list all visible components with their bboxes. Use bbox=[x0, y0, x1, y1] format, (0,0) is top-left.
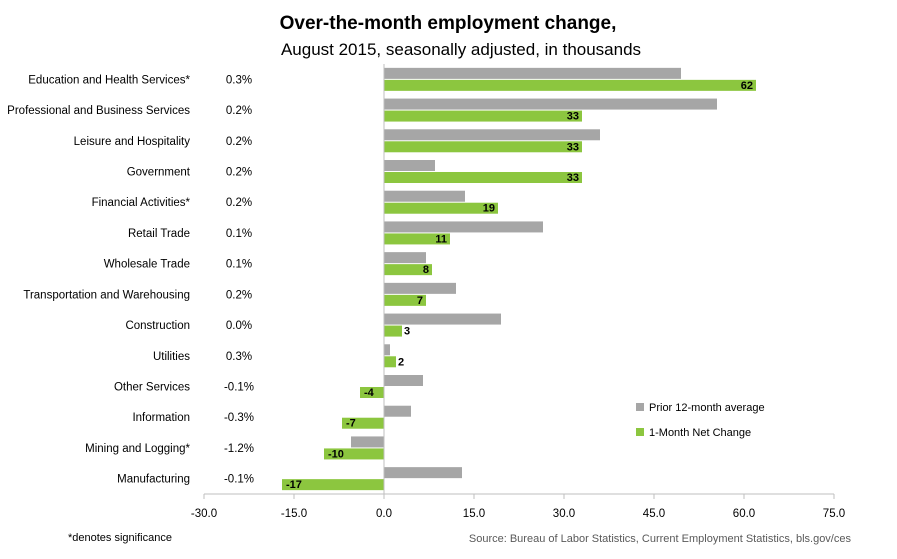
x-tick-label: 0.0 bbox=[376, 508, 392, 520]
percent-change-label: 0.0% bbox=[226, 320, 252, 332]
bar-1-month-net-change bbox=[384, 264, 432, 276]
data-label: 33 bbox=[567, 172, 579, 184]
bar-1-month-net-change bbox=[342, 417, 384, 429]
bar-1-month-net-change bbox=[384, 110, 582, 122]
bar-1-month-net-change bbox=[384, 172, 582, 183]
data-label: 7 bbox=[417, 295, 423, 307]
x-tick-label: 75.0 bbox=[823, 508, 845, 520]
bar-prior-12-month-average bbox=[384, 313, 501, 325]
bar-prior-12-month-average bbox=[384, 129, 600, 141]
x-tick-label: 45.0 bbox=[643, 508, 665, 520]
category-label: Professional and Business Services bbox=[7, 105, 190, 117]
percent-change-labels: 0.3% 0.2% 0.2% 0.2% 0.2% 0.1% 0.1% 0.2% 0.0% 0.3%… bbox=[224, 74, 254, 485]
x-tick-label: 60.0 bbox=[733, 508, 755, 520]
legend: Prior 12-month average 1-Month Net Change bbox=[636, 402, 765, 439]
x-tick-label: 30.0 bbox=[553, 508, 575, 520]
bar-prior-12-month-average bbox=[384, 405, 411, 417]
category-label: Leisure and Hospitality bbox=[74, 136, 191, 148]
footnote: *denotes significance bbox=[68, 532, 172, 544]
source-note: Source: Bureau of Labor Statistics, Curr… bbox=[469, 533, 852, 545]
percent-change-label: -0.1% bbox=[224, 382, 254, 394]
bar-1-month-net-change bbox=[384, 233, 450, 245]
percent-change-label: 0.1% bbox=[226, 259, 252, 271]
x-axis: -30.0 -15.0 0.0 15.0 30.0 45.0 60.0 75.0 bbox=[191, 64, 845, 520]
category-label: Other Services bbox=[114, 382, 190, 394]
percent-change-label: 0.1% bbox=[226, 228, 252, 240]
bar-prior-12-month-average bbox=[384, 282, 456, 294]
bar-prior-12-month-average bbox=[384, 98, 717, 110]
category-label: Mining and Logging* bbox=[85, 443, 190, 455]
data-label: 3 bbox=[404, 326, 410, 338]
bar-prior-12-month-average bbox=[384, 375, 423, 386]
bar-prior-12-month-average bbox=[384, 190, 465, 202]
data-label: 33 bbox=[567, 141, 579, 153]
bar-1-month-net-change bbox=[384, 202, 498, 214]
percent-change-label: -1.2% bbox=[224, 443, 254, 455]
category-label: Manufacturing bbox=[117, 474, 190, 486]
x-tick-label: -15.0 bbox=[281, 508, 307, 520]
percent-change-label: 0.2% bbox=[226, 167, 252, 179]
category-label: Transportation and Warehousing bbox=[23, 289, 190, 301]
percent-change-label: 0.3% bbox=[226, 74, 252, 86]
category-label: Construction bbox=[125, 320, 190, 332]
category-label: Education and Health Services* bbox=[28, 74, 190, 86]
bar-prior-12-month-average bbox=[351, 436, 384, 448]
bar-1-month-net-change bbox=[384, 79, 756, 91]
bar-prior-12-month-average bbox=[384, 160, 435, 171]
percent-change-label: 0.2% bbox=[226, 197, 252, 209]
category-label: Wholesale Trade bbox=[104, 259, 190, 271]
x-tick-label: -30.0 bbox=[191, 508, 217, 520]
percent-change-label: 0.3% bbox=[226, 351, 252, 363]
bar-1-month-net-change bbox=[384, 356, 396, 368]
category-label: Financial Activities* bbox=[92, 197, 191, 209]
percent-change-label: -0.3% bbox=[224, 412, 254, 424]
percent-change-label: 0.2% bbox=[226, 289, 252, 301]
legend-swatch bbox=[636, 403, 644, 411]
bar-prior-12-month-average bbox=[384, 67, 681, 79]
data-label: -10 bbox=[328, 448, 344, 460]
data-label: 62 bbox=[741, 80, 753, 92]
category-labels: Education and Health Services* Profession… bbox=[7, 74, 191, 485]
bar-prior-12-month-average bbox=[384, 467, 462, 479]
data-label: -7 bbox=[346, 418, 356, 430]
category-label: Government bbox=[127, 167, 191, 179]
bar-prior-12-month-average bbox=[384, 344, 390, 356]
legend-swatch bbox=[636, 428, 644, 436]
legend-entry: 1-Month Net Change bbox=[649, 427, 751, 439]
data-label: 19 bbox=[483, 203, 495, 215]
bar-1-month-net-change bbox=[282, 479, 384, 491]
chart-subtitle: August 2015, seasonally adjusted, in tho… bbox=[281, 40, 641, 59]
category-label: Information bbox=[132, 412, 190, 424]
legend-entry: Prior 12-month average bbox=[649, 402, 765, 414]
data-label: -17 bbox=[286, 479, 302, 491]
percent-change-label: 0.2% bbox=[226, 105, 252, 117]
bar-1-month-net-change bbox=[324, 448, 384, 460]
bar-1-month-net-change bbox=[384, 325, 402, 337]
chart-title: Over-the-month employment change, bbox=[280, 13, 617, 34]
data-label: 2 bbox=[398, 356, 404, 368]
data-label: 33 bbox=[567, 111, 579, 123]
bar-1-month-net-change bbox=[384, 141, 582, 153]
data-label: 11 bbox=[435, 233, 447, 245]
percent-change-label: 0.2% bbox=[226, 136, 252, 148]
x-tick-label: 15.0 bbox=[463, 508, 485, 520]
bar-1-month-net-change bbox=[384, 294, 426, 306]
category-label: Utilities bbox=[153, 351, 190, 363]
bars bbox=[282, 67, 756, 491]
bar-prior-12-month-average bbox=[384, 252, 426, 264]
category-label: Retail Trade bbox=[128, 228, 190, 240]
data-label: 8 bbox=[423, 264, 429, 276]
bar-prior-12-month-average bbox=[384, 221, 543, 233]
bar-1-month-net-change bbox=[360, 387, 384, 398]
percent-change-label: -0.1% bbox=[224, 474, 254, 486]
data-label: -4 bbox=[364, 387, 375, 399]
data-labels: 62 33 33 33 19 11 8 7 3 2 -4 -7 -10 -17 bbox=[286, 80, 753, 491]
